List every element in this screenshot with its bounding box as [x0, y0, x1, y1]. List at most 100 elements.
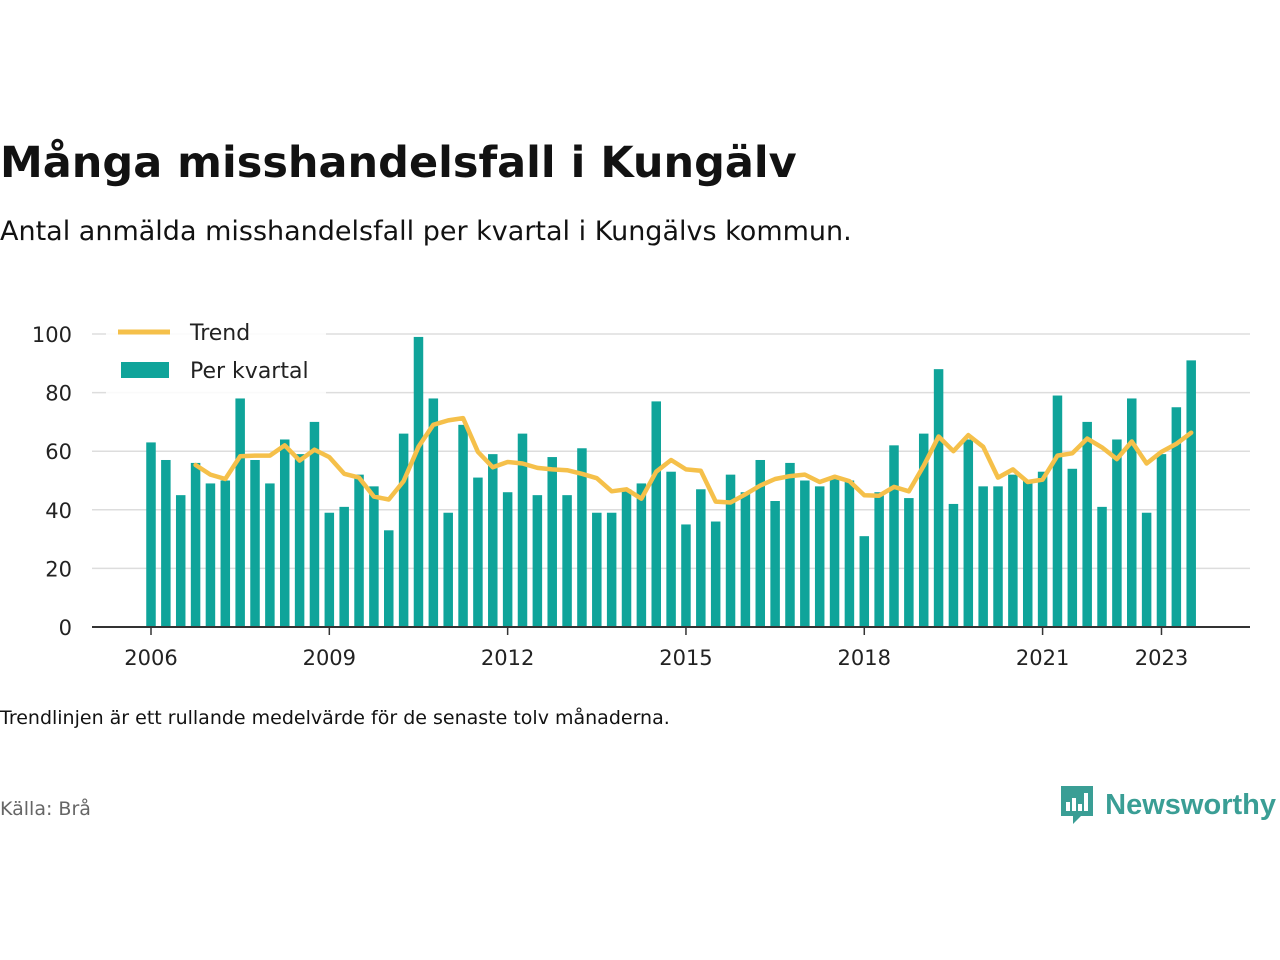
bar — [666, 471, 676, 627]
bar — [621, 489, 632, 627]
bar — [1186, 360, 1196, 627]
bar — [651, 401, 661, 627]
bar — [190, 462, 201, 627]
bar — [710, 521, 721, 627]
y-tick-label: 80 — [45, 382, 72, 406]
bar — [1171, 407, 1182, 627]
legend-trend-label: Trend — [189, 321, 250, 346]
bar — [993, 486, 1003, 627]
y-tick-label: 20 — [45, 557, 72, 581]
bar — [250, 459, 260, 627]
bar — [1141, 512, 1152, 627]
bar — [1022, 480, 1033, 627]
x-tick-label: 2012 — [481, 646, 534, 670]
brand-name: Newsworthy — [1105, 788, 1276, 821]
bar — [606, 512, 617, 627]
bar — [413, 336, 424, 627]
bar — [829, 477, 840, 627]
bar — [740, 492, 751, 627]
bar — [1112, 439, 1122, 627]
bar — [904, 498, 914, 627]
bar — [725, 474, 736, 627]
bar — [369, 486, 379, 627]
bar — [785, 462, 795, 627]
bar — [1097, 506, 1107, 627]
bar — [294, 454, 305, 627]
bar — [963, 439, 974, 627]
bar — [770, 501, 780, 627]
chart-title: Många misshandelsfall i Kungälv — [0, 138, 797, 188]
bar — [488, 454, 498, 627]
bar — [1037, 471, 1048, 627]
bar — [844, 480, 855, 627]
legend-bar-label: Per kvartal — [190, 359, 309, 384]
bar — [517, 433, 528, 627]
legend-bar-swatch — [121, 362, 169, 378]
bar — [205, 483, 216, 627]
bar — [1067, 468, 1078, 627]
bar — [948, 503, 959, 627]
bar — [547, 457, 557, 627]
bar — [755, 459, 766, 627]
bar — [502, 492, 513, 627]
bar — [1156, 454, 1167, 627]
bar — [428, 398, 439, 627]
bar — [933, 369, 944, 627]
x-tick-label: 2023 — [1135, 646, 1188, 670]
trend-series — [193, 415, 1194, 505]
bar — [1008, 474, 1018, 627]
footnote: Trendlinjen är ett rullande medelvärde f… — [0, 707, 670, 729]
bar — [398, 433, 409, 627]
y-tick-label: 100 — [32, 323, 72, 347]
bar — [1052, 395, 1063, 627]
bar — [889, 445, 899, 627]
brand-logo[interactable]: Newsworthy — [1059, 784, 1276, 826]
bar — [636, 483, 647, 627]
bar-series — [146, 336, 1196, 627]
bar — [339, 506, 349, 627]
x-tick-label: 2009 — [303, 646, 356, 670]
bar — [265, 483, 275, 627]
bar — [696, 489, 706, 627]
bar — [918, 433, 929, 627]
bar — [443, 512, 453, 627]
x-tick-label: 2021 — [1016, 646, 1069, 670]
bar — [384, 530, 394, 627]
bar — [324, 512, 335, 627]
bar — [859, 536, 870, 627]
bar — [814, 486, 825, 627]
y-tick-label: 40 — [45, 499, 72, 523]
bar — [309, 421, 320, 627]
x-tick-label: 2018 — [838, 646, 891, 670]
bar — [681, 524, 691, 627]
source-label: Källa: Brå — [0, 798, 91, 820]
bar — [220, 480, 231, 627]
bar-chart-speech-bubble-icon — [1061, 786, 1094, 824]
bar — [175, 495, 186, 627]
bar — [562, 495, 572, 627]
y-tick-label: 60 — [45, 440, 72, 464]
bar — [473, 477, 483, 627]
bar — [577, 448, 587, 627]
x-tick-label: 2015 — [659, 646, 712, 670]
bar — [800, 480, 810, 627]
bar — [146, 442, 156, 627]
bar — [1082, 421, 1092, 627]
trend-line — [193, 415, 1194, 505]
bar — [235, 398, 245, 627]
bar — [592, 512, 602, 627]
chart: 0 20 40 60 80 100 2006 2009 2012 2015 2018 2021 202… — [32, 321, 1250, 670]
bar — [354, 474, 364, 627]
bar — [161, 459, 171, 627]
y-axis-ticks: 0 20 40 60 80 100 — [32, 323, 72, 640]
bar — [458, 424, 468, 627]
bar — [279, 439, 290, 627]
y-tick-label: 0 — [59, 616, 72, 640]
x-tick-label: 2006 — [124, 646, 177, 670]
chart-subtitle: Antal anmälda misshandelsfall per kvarta… — [0, 216, 852, 247]
bar — [1127, 398, 1137, 627]
bar — [532, 495, 543, 627]
legend: Trend Per kvartal — [106, 321, 326, 396]
bar — [874, 492, 884, 627]
bar — [978, 486, 988, 627]
